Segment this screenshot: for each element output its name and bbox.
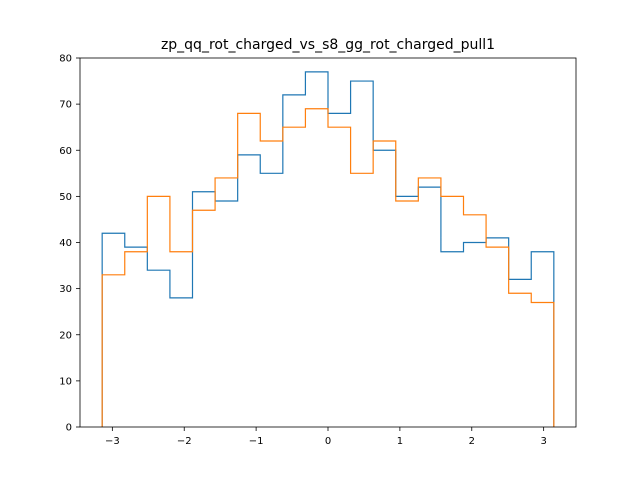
- y-tick-label: 70: [59, 100, 72, 111]
- y-tick-label: 20: [59, 330, 72, 341]
- x-tick-label: 2: [469, 436, 475, 447]
- x-tick-label: −2: [177, 436, 192, 447]
- y-tick-label: 40: [59, 238, 72, 249]
- chart-title: zp_qq_rot_charged_vs_s8_gg_rot_charged_p…: [161, 37, 495, 53]
- series-layer: [101, 71, 555, 427]
- y-tick-label: 0: [66, 423, 72, 434]
- y-tick-label: 30: [59, 284, 72, 295]
- x-tick-label: 0: [325, 436, 331, 447]
- histogram-series-2: [101, 108, 555, 427]
- y-tick-label: 80: [59, 54, 72, 65]
- y-tick-label: 50: [59, 192, 72, 203]
- x-tick-label: −1: [249, 436, 264, 447]
- y-tick-label: 10: [59, 376, 72, 387]
- x-tick-label: −3: [105, 436, 120, 447]
- x-tick-label: 1: [397, 436, 403, 447]
- x-tick-label: 3: [540, 436, 546, 447]
- y-tick-label: 60: [59, 146, 72, 157]
